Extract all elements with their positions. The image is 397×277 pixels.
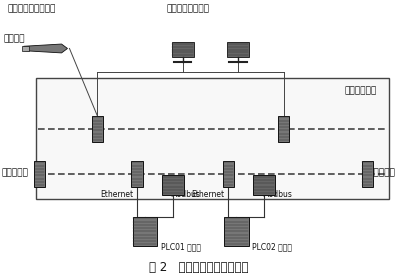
Bar bbox=[224, 217, 249, 246]
Text: Ethernet: Ethernet bbox=[100, 190, 133, 199]
Bar bbox=[362, 161, 373, 187]
Text: 升船机系统: 升船机系统 bbox=[2, 168, 29, 177]
Bar bbox=[22, 46, 29, 51]
Text: PLC02 控制站: PLC02 控制站 bbox=[252, 242, 292, 251]
Bar bbox=[92, 116, 103, 142]
Bar bbox=[162, 175, 183, 195]
Bar bbox=[227, 42, 249, 57]
Text: 路由器，: 路由器， bbox=[4, 34, 25, 43]
Text: 至黄山水利调度中心: 至黄山水利调度中心 bbox=[8, 4, 56, 13]
Text: Modbus: Modbus bbox=[262, 190, 292, 199]
Text: 图 2   钢坝闸控制系统结构图: 图 2 钢坝闸控制系统结构图 bbox=[149, 261, 248, 274]
Text: 水电站系统: 水电站系统 bbox=[368, 168, 395, 177]
Polygon shape bbox=[24, 44, 67, 53]
Bar bbox=[253, 175, 275, 195]
Bar bbox=[34, 161, 45, 187]
Text: PLC01 控制站: PLC01 控制站 bbox=[161, 242, 201, 251]
Bar bbox=[36, 78, 389, 199]
Bar bbox=[131, 161, 143, 187]
Text: Modbus: Modbus bbox=[171, 190, 200, 199]
Text: 光纤冗余环网: 光纤冗余环网 bbox=[345, 86, 377, 95]
Bar bbox=[172, 42, 194, 57]
Bar bbox=[223, 161, 234, 187]
Bar bbox=[278, 116, 289, 142]
Text: 湖边枢纽控制中心: 湖边枢纽控制中心 bbox=[167, 4, 210, 13]
Text: Ethernet: Ethernet bbox=[191, 190, 224, 199]
Bar bbox=[133, 217, 157, 246]
